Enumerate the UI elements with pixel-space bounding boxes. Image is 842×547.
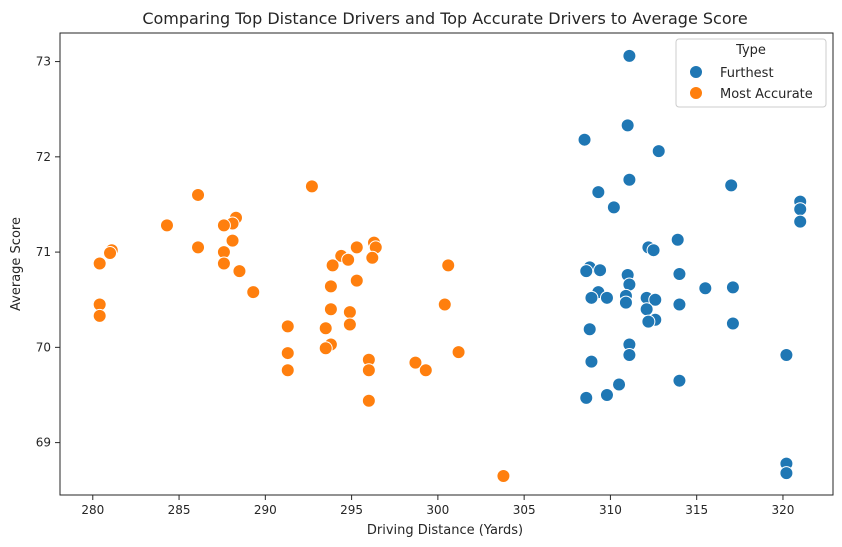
data-point-most-accurate	[441, 258, 456, 273]
data-point-most-accurate	[318, 341, 333, 356]
legend-marker-most-accurate	[689, 86, 703, 100]
data-point-most-accurate	[341, 252, 356, 267]
data-point-most-accurate	[103, 246, 118, 261]
data-point-furthest	[612, 377, 627, 392]
x-axis-label: Driving Distance (Yards)	[367, 523, 523, 538]
y-tick-label: 72	[36, 150, 51, 164]
data-point-furthest	[648, 292, 663, 307]
data-point-furthest	[672, 297, 687, 312]
data-point-most-accurate	[361, 393, 376, 408]
data-point-furthest	[646, 243, 661, 258]
data-point-furthest	[591, 185, 606, 200]
data-point-furthest	[622, 172, 637, 187]
data-point-most-accurate	[216, 218, 231, 233]
legend-label-furthest: Furthest	[720, 66, 774, 81]
data-points	[92, 48, 808, 483]
data-point-furthest	[724, 178, 739, 193]
x-tick-label: 315	[685, 503, 708, 517]
data-point-most-accurate	[451, 345, 466, 360]
data-point-furthest	[793, 214, 808, 229]
legend-label-most-accurate: Most Accurate	[720, 87, 813, 102]
data-point-most-accurate	[349, 240, 364, 255]
data-point-furthest	[672, 267, 687, 282]
data-point-furthest	[606, 200, 621, 215]
data-point-most-accurate	[496, 468, 511, 483]
chart-title: Comparing Top Distance Drivers and Top A…	[142, 9, 747, 28]
y-axis-label: Average Score	[9, 217, 24, 311]
data-point-furthest	[670, 232, 685, 247]
data-point-furthest	[622, 347, 637, 362]
data-point-most-accurate	[304, 179, 319, 194]
plot-frame	[59, 32, 834, 496]
data-point-most-accurate	[408, 355, 423, 370]
data-point-most-accurate	[361, 363, 376, 378]
data-point-furthest	[672, 373, 687, 388]
data-point-furthest	[793, 202, 808, 217]
data-point-furthest	[618, 295, 633, 310]
data-point-most-accurate	[418, 363, 433, 378]
data-point-furthest	[599, 387, 614, 402]
data-point-furthest	[579, 390, 594, 405]
data-point-most-accurate	[225, 233, 240, 248]
y-tick-label: 70	[36, 340, 51, 354]
data-point-furthest	[584, 354, 599, 369]
data-point-furthest	[579, 264, 594, 279]
data-point-furthest	[725, 280, 740, 295]
data-point-most-accurate	[437, 297, 452, 312]
y-tick-label: 71	[36, 245, 51, 259]
data-point-most-accurate	[365, 250, 380, 265]
legend: Type Furthest Most Accurate	[675, 38, 827, 108]
legend-box	[675, 38, 827, 108]
data-point-most-accurate	[246, 285, 261, 300]
data-point-most-accurate	[232, 264, 247, 279]
data-point-most-accurate	[191, 240, 206, 255]
data-point-furthest	[584, 290, 599, 305]
y-axis: 69 70 71 72 73	[36, 55, 60, 450]
data-point-furthest	[698, 281, 713, 296]
x-tick-label: 310	[599, 503, 622, 517]
legend-marker-furthest	[689, 65, 703, 79]
x-tick-label: 300	[426, 503, 449, 517]
data-point-most-accurate	[349, 273, 364, 288]
data-point-furthest	[779, 466, 794, 481]
y-tick-label: 73	[36, 55, 51, 69]
data-point-most-accurate	[280, 346, 295, 361]
data-point-most-accurate	[325, 258, 340, 273]
data-point-furthest	[577, 132, 592, 147]
data-point-most-accurate	[92, 256, 107, 271]
x-tick-label: 290	[254, 503, 277, 517]
x-tick-label: 280	[81, 503, 104, 517]
data-point-most-accurate	[318, 321, 333, 336]
data-point-furthest	[582, 322, 597, 337]
data-point-most-accurate	[92, 308, 107, 323]
x-axis: 280 285 290 295 300 305 310 315 320	[81, 495, 794, 517]
y-tick-label: 69	[36, 436, 51, 450]
data-point-most-accurate	[280, 319, 295, 334]
data-point-most-accurate	[280, 363, 295, 378]
data-point-furthest	[725, 316, 740, 331]
data-point-furthest	[779, 347, 794, 362]
x-tick-label: 285	[168, 503, 191, 517]
data-point-most-accurate	[191, 187, 206, 202]
x-tick-label: 305	[513, 503, 536, 517]
data-point-furthest	[593, 263, 608, 278]
legend-title: Type	[735, 43, 766, 58]
data-point-most-accurate	[323, 279, 338, 294]
x-tick-label: 320	[772, 503, 795, 517]
data-point-most-accurate	[216, 256, 231, 271]
data-point-furthest	[639, 302, 654, 317]
data-point-most-accurate	[342, 317, 357, 332]
data-point-most-accurate	[323, 302, 338, 317]
data-point-most-accurate	[342, 305, 357, 320]
data-point-furthest	[620, 118, 635, 133]
data-point-furthest	[599, 290, 614, 305]
data-point-most-accurate	[159, 218, 174, 233]
data-point-furthest	[641, 314, 656, 329]
data-point-furthest	[651, 144, 666, 159]
x-tick-label: 295	[340, 503, 363, 517]
data-point-furthest	[622, 48, 637, 63]
